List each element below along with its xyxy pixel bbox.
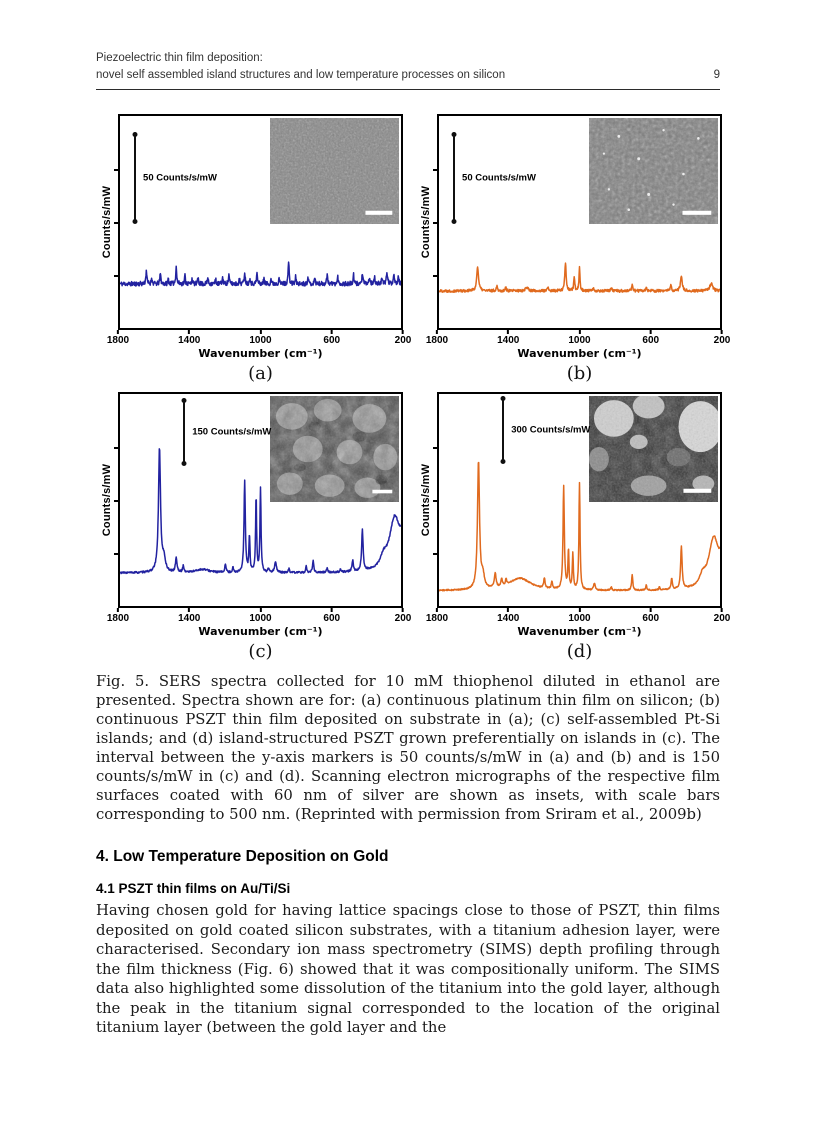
spectrum-line-b <box>439 116 720 328</box>
y-axis-label: Counts/s/mW <box>101 185 113 259</box>
plot-frame-b: 50 Counts/s/mW <box>433 114 722 330</box>
sers-plot-d: Counts/s/mW <box>415 392 730 662</box>
panel-label-c: (c) <box>248 641 273 662</box>
section-heading: 4. Low Temperature Deposition on Gold <box>96 848 389 865</box>
x-tick-label: 1400 <box>497 608 519 624</box>
y-tick <box>114 275 120 277</box>
header-title-line2: novel self assembled island structures a… <box>96 69 506 81</box>
x-tick-label: 1400 <box>178 608 200 624</box>
y-scale-marker-a: 50 Counts/s/mW <box>134 133 217 222</box>
y-tick <box>433 275 439 277</box>
x-tick-label: 1000 <box>249 330 272 346</box>
spectrum-line-c <box>120 394 401 606</box>
sem-inset-a <box>269 118 399 224</box>
panel-label-b: (b) <box>566 363 593 384</box>
y-tick <box>433 500 439 502</box>
x-tick-label: 1000 <box>568 608 591 624</box>
figure-caption: Fig. 5. SERS spectra collected for 10 mM… <box>96 673 720 823</box>
x-tick-label: 1800 <box>107 330 129 346</box>
sers-plot-b: Counts/s/mW <box>415 114 730 384</box>
y-axis-label: Counts/s/mW <box>101 463 113 537</box>
scale-marker-label: 150 Counts/s/mW <box>192 426 272 438</box>
y-tick <box>433 222 439 224</box>
x-axis-label: Wavenumber (cm⁻¹) <box>517 625 642 638</box>
running-header: Piezoelectric thin film deposition: nove… <box>96 0 720 90</box>
x-axis-ticks: 1800 1400 1000 600 200 <box>107 330 411 347</box>
y-tick <box>433 553 439 555</box>
x-tick-label: 1800 <box>426 608 448 624</box>
scale-marker-label: 300 Counts/s/mW <box>511 424 591 436</box>
x-tick-label: 1400 <box>178 330 200 346</box>
y-tick <box>433 447 439 449</box>
y-tick <box>114 169 120 171</box>
y-axis-label: Counts/s/mW <box>420 463 432 537</box>
x-tick-label: 1000 <box>249 608 272 624</box>
plot-frame-a: 50 Counts/s/mW <box>114 114 403 330</box>
x-axis-ticks: 1800 1400 1000 600 200 <box>426 330 730 347</box>
header-title-line1: Piezoelectric thin film deposition: <box>96 52 263 64</box>
x-axis-ticks: 1800 1400 1000 600 200 <box>107 608 411 625</box>
inset-scale-bar <box>365 210 393 215</box>
y-scale-marker-b: 50 Counts/s/mW <box>453 133 536 222</box>
spectrum-line-d <box>439 394 720 606</box>
y-tick <box>114 553 120 555</box>
x-axis-label: Wavenumber (cm⁻¹) <box>198 625 323 638</box>
x-axis-label: Wavenumber (cm⁻¹) <box>198 347 323 360</box>
panel-label-d: (d) <box>566 641 593 662</box>
inset-scale-bar <box>682 210 712 215</box>
page-number: 9 <box>713 69 720 81</box>
y-tick <box>114 222 120 224</box>
plot-frame-d: 300 Counts/s/mW <box>433 392 722 608</box>
y-tick <box>114 447 120 449</box>
body-paragraph: Having chosen gold for having lattice sp… <box>96 902 720 1036</box>
subsection-heading: 4.1 PSZT thin films on Au/Ti/Si <box>96 881 291 896</box>
sers-plot-c: Counts/s/mW <box>96 392 411 662</box>
x-tick-label: 600 <box>323 330 340 346</box>
x-tick-label: 200 <box>395 330 411 346</box>
x-tick-label: 600 <box>323 608 340 624</box>
y-tick <box>114 500 120 502</box>
y-axis-label: Counts/s/mW <box>420 185 432 259</box>
x-tick-label: 600 <box>642 608 659 624</box>
figure-5: Counts/s/mW 50 Counts/s/mW 1800 1400 10 <box>96 114 730 662</box>
panel-label-a: (a) <box>248 363 273 384</box>
scale-marker-label: 50 Counts/s/mW <box>462 172 536 184</box>
x-tick-label: 1800 <box>426 330 448 346</box>
y-scale-marker-c: 150 Counts/s/mW <box>183 400 271 464</box>
plot-frame-c: 150 Counts/s/mW <box>114 392 403 608</box>
x-tick-label: 600 <box>642 330 659 346</box>
x-tick-label: 1400 <box>497 330 519 346</box>
x-tick-label: 200 <box>714 608 730 624</box>
sem-inset-b <box>588 118 718 224</box>
sers-plot-a: Counts/s/mW 50 Counts/s/mW 1800 1400 10 <box>96 114 411 384</box>
inset-scale-bar <box>683 488 712 493</box>
x-axis-ticks: 1800 1400 1000 600 200 <box>426 608 730 625</box>
inset-scale-bar <box>372 489 393 494</box>
x-tick-label: 200 <box>714 330 730 346</box>
scale-marker-label: 50 Counts/s/mW <box>143 172 217 184</box>
x-tick-label: 1000 <box>568 330 591 346</box>
header-rule <box>96 89 720 90</box>
sem-inset-d <box>588 396 718 502</box>
x-axis-label: Wavenumber (cm⁻¹) <box>517 347 642 360</box>
spectrum-line-a <box>120 116 401 328</box>
x-tick-label: 200 <box>395 608 411 624</box>
y-tick <box>433 169 439 171</box>
y-scale-marker-d: 300 Counts/s/mW <box>502 398 590 462</box>
x-tick-label: 1800 <box>107 608 129 624</box>
sem-inset-c <box>269 396 399 502</box>
